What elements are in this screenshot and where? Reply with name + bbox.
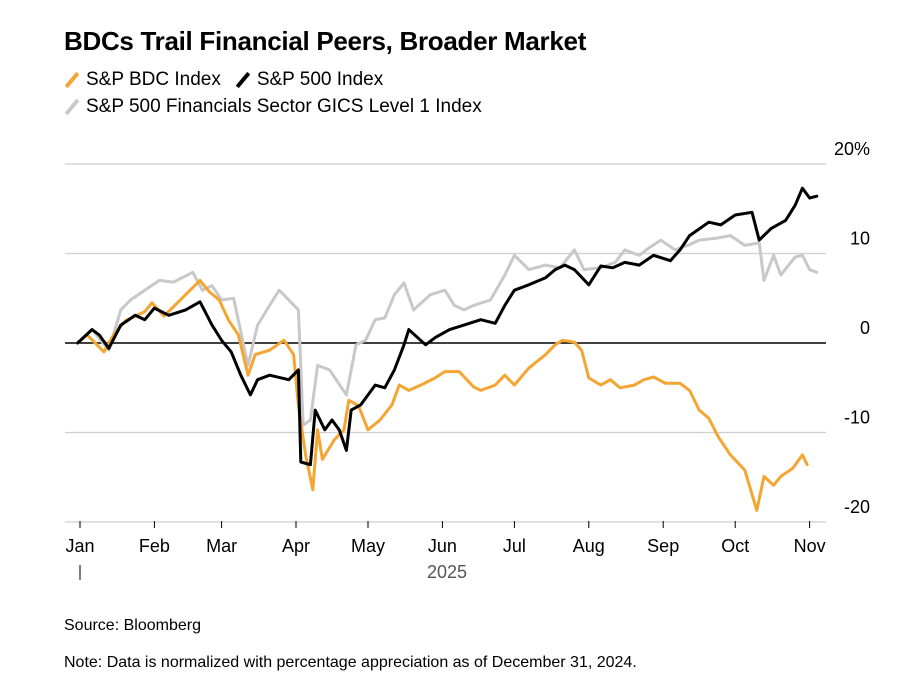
- x-tick-label: Apr: [282, 536, 310, 556]
- x-axis-label: 2025: [427, 562, 467, 582]
- y-tick-label: -10: [844, 408, 870, 428]
- legend-item-sp500: S&P 500 Index: [235, 69, 383, 91]
- series-line-financials: [76, 234, 819, 427]
- x-tick-label: Jan: [65, 536, 94, 556]
- legend-item-bdc: S&P BDC Index: [64, 69, 221, 91]
- y-tick-label: 10: [850, 229, 870, 249]
- x-tick-label: Mar: [206, 536, 237, 556]
- x-tick-label: Jul: [503, 536, 526, 556]
- x-tick-label: May: [351, 536, 385, 556]
- x-tick-label: Oct: [721, 536, 749, 556]
- y-tick-label: 0: [860, 318, 870, 338]
- legend-item-financials: S&P 500 Financials Sector GICS Level 1 I…: [64, 96, 482, 118]
- legend-row-2: S&P 500 Financials Sector GICS Level 1 I…: [64, 96, 496, 118]
- y-tick-label: -20: [844, 497, 870, 517]
- legend-row-1: S&P BDC Index S&P 500 Index: [64, 69, 397, 91]
- legend-label-sp500: S&P 500 Index: [256, 69, 384, 90]
- source-note: Source: Bloomberg: [64, 617, 201, 634]
- series-line-sp500: [76, 186, 819, 467]
- x-tick-label: Sep: [647, 536, 679, 556]
- data-note: Note: Data is normalized with percentage…: [64, 654, 637, 671]
- legend-label-bdc: S&P BDC Index: [86, 69, 221, 90]
- x-tick-label: Nov: [794, 536, 826, 556]
- series-line-bdc: [76, 278, 809, 512]
- y-tick-label: 20%: [834, 139, 870, 159]
- chart-title: BDCs Trail Financial Peers, Broader Mark…: [64, 26, 587, 56]
- x-tick-label: Aug: [573, 536, 605, 556]
- x-tick-label: Jun: [428, 536, 457, 556]
- x-tick-label: Feb: [139, 536, 170, 556]
- legend-label-financials: S&P 500 Financials Sector GICS Level 1 I…: [86, 96, 482, 117]
